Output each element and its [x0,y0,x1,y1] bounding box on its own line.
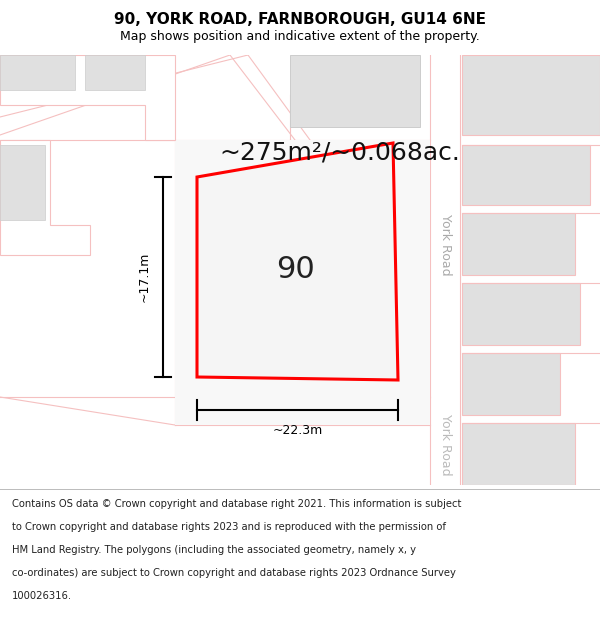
Text: 90, YORK ROAD, FARNBOROUGH, GU14 6NE: 90, YORK ROAD, FARNBOROUGH, GU14 6NE [114,12,486,27]
Text: ~275m²/~0.068ac.: ~275m²/~0.068ac. [220,141,460,165]
Bar [462,145,590,205]
Text: Contains OS data © Crown copyright and database right 2021. This information is : Contains OS data © Crown copyright and d… [12,499,461,509]
Bar [462,353,560,415]
Polygon shape [0,140,90,255]
Polygon shape [0,55,75,90]
Text: York Road: York Road [439,414,452,476]
Polygon shape [85,55,145,90]
Text: HM Land Registry. The polygons (including the associated geometry, namely x, y: HM Land Registry. The polygons (includin… [12,545,416,555]
Polygon shape [197,143,398,380]
Bar [462,283,580,345]
Text: 90: 90 [275,256,314,284]
Text: Map shows position and indicative extent of the property.: Map shows position and indicative extent… [120,30,480,43]
Polygon shape [0,55,175,140]
Polygon shape [175,140,430,425]
Text: co-ordinates) are subject to Crown copyright and database rights 2023 Ordnance S: co-ordinates) are subject to Crown copyr… [12,568,456,578]
Text: to Crown copyright and database rights 2023 and is reproduced with the permissio: to Crown copyright and database rights 2… [12,522,446,532]
Text: 100026316.: 100026316. [12,591,72,601]
Polygon shape [220,190,380,345]
Bar [462,423,575,485]
Text: ~17.1m: ~17.1m [138,252,151,302]
Bar [462,55,600,135]
Polygon shape [0,145,45,220]
Bar [462,213,575,275]
Polygon shape [290,55,420,127]
Text: York Road: York Road [439,214,452,276]
Text: ~22.3m: ~22.3m [272,424,323,437]
